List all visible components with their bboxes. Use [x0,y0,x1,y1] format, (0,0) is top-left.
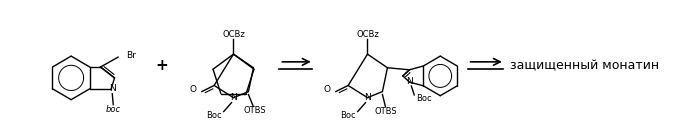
Text: Boc: Boc [416,94,432,103]
Text: N: N [109,84,115,93]
Text: OTBS: OTBS [244,106,267,115]
Text: защищенный монатин: защищенный монатин [509,59,659,72]
Text: O: O [324,85,331,94]
Text: Br: Br [126,51,136,60]
Text: Boc: Boc [340,111,356,120]
Text: N: N [230,93,237,102]
Text: OCBz: OCBz [222,30,245,39]
Text: Boc: Boc [206,111,222,120]
Text: O: O [190,85,197,94]
Text: +: + [156,58,168,73]
Text: OTBS: OTBS [374,107,397,116]
Text: OCBz: OCBz [356,30,379,39]
Text: N: N [364,93,371,102]
Text: boc: boc [106,105,121,114]
Text: N: N [406,77,413,86]
